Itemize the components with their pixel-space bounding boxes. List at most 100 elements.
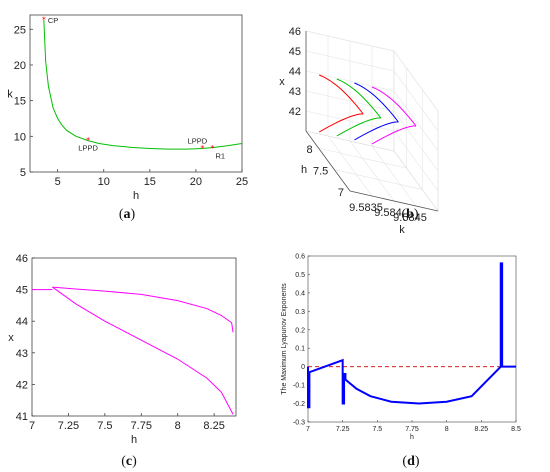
x-tick-label-c: 7.5	[97, 420, 112, 432]
h-tick-label-b: 8	[306, 144, 312, 156]
h-grid-b	[334, 89, 423, 190]
h-grid-b	[318, 68, 407, 169]
y-tick-label-c: 42	[16, 379, 28, 391]
axes-box-c	[31, 257, 237, 417]
x-tick-label-c: 7	[29, 420, 35, 432]
caption-d: (d)	[402, 454, 419, 469]
k-axis-line-b	[349, 190, 439, 212]
y-tick-label-a: 20	[14, 60, 26, 72]
k-grid-b	[371, 46, 417, 207]
y-axis-label-c: x	[8, 332, 14, 344]
y-tick-label-a: 25	[14, 24, 26, 36]
k-tick-label-b: 9.584	[374, 207, 402, 219]
k-grid-b	[349, 41, 395, 202]
x-tick-label-c: 8	[175, 420, 181, 432]
x-tick-label-c: 7.25	[58, 420, 79, 432]
h-axis-label-b: h	[301, 164, 307, 176]
y-tick-label-d: 0.1	[295, 346, 305, 353]
x-tick-label-a: 10	[98, 176, 110, 188]
z-tick-label-b: 43	[289, 86, 301, 98]
x-tick-label-a: 15	[144, 176, 156, 188]
x-tick-label-c: 8.25	[203, 420, 224, 432]
y-tick-label-a: 15	[14, 96, 26, 108]
y-axis-label-d: The Maximum Lyapunov Exponents	[281, 283, 288, 395]
x-tick-label-d: 7.25	[336, 426, 350, 433]
lyapunov-curve-d	[307, 262, 516, 409]
x-tick-label-d: 8	[445, 426, 449, 433]
caption-c: (c)	[121, 454, 137, 469]
x-tick-label-c: 7.75	[131, 420, 152, 432]
z-grid-b	[305, 90, 439, 172]
x-tick-label-a: 20	[190, 176, 202, 188]
curve-upper-b	[354, 82, 399, 123]
x-tick-label-d: 7	[306, 426, 310, 433]
caption-a: (a)	[119, 207, 136, 222]
z-grid-b	[305, 110, 439, 192]
curve-lower-b	[318, 113, 364, 133]
x-tick-label-d: 8.5	[511, 426, 521, 433]
x-tick-label-a: 25	[236, 176, 248, 188]
x-tick-label-d: 7.5	[372, 426, 382, 433]
y-tick-label-c: 41	[16, 411, 28, 423]
h-axis-line-b	[305, 130, 351, 192]
z-grid-b	[305, 70, 439, 152]
special-point-label-a: CP	[48, 16, 58, 25]
z-tick-label-b: 44	[289, 66, 301, 78]
y-tick-label-d: 0.5	[295, 272, 305, 279]
curve-a	[43, 19, 243, 150]
y-tick-label-d: 0	[301, 364, 305, 371]
z-tick-label-b: 46	[289, 26, 301, 38]
curve-upper-b	[371, 86, 417, 127]
special-point-label-a: LPPD	[78, 144, 98, 153]
y-axis-label-a: k	[7, 89, 13, 101]
special-point-marker-a: *	[42, 15, 46, 24]
z-tick-label-b: 45	[289, 46, 301, 58]
y-tick-label-a: 10	[14, 131, 26, 143]
panel-c-chart: 7 7.25 7.5 7.75 8 8.25 41 42 43 44 45 46 h x	[8, 253, 237, 446]
y-tick-label-c: 46	[16, 253, 28, 265]
axes-box-a	[29, 14, 243, 173]
k-axis-label-b: k	[399, 224, 405, 236]
x-axis-label-c: h	[131, 434, 137, 446]
y-tick-label-d: -0.1	[293, 383, 305, 390]
curve-lower-b	[336, 117, 381, 137]
y-tick-label-a: 5	[20, 167, 26, 179]
z-axis-label-b: x	[279, 76, 285, 88]
curve-upper-b	[319, 74, 364, 115]
curve-c	[52, 286, 234, 333]
z-tick-label-b: 42	[289, 106, 301, 118]
x-tick-label-a: 5	[55, 176, 61, 188]
y-tick-label-c: 45	[16, 285, 28, 297]
k-grid-b	[327, 36, 373, 197]
y-tick-label-d: 0.4	[295, 290, 305, 297]
y-tick-label-d: 0.3	[295, 309, 305, 316]
special-point-marker-a: *	[211, 144, 215, 153]
k-tick-label-b: 9.5845	[393, 212, 427, 224]
panel-d-chart: 7 7.25 7.5 7.75 8 8.25 8.5 -0.3 -0.2 -0.1 0 0.1 0.2 0…	[281, 254, 521, 442]
special-point-marker-a: *	[86, 136, 90, 145]
special-point-label-a: R1	[216, 151, 226, 160]
h-tick-label-b: 7	[338, 187, 344, 199]
curve-lower-b	[354, 121, 399, 141]
y-tick-label-c: 43	[16, 348, 28, 360]
h-tick-label-b: 7.5	[313, 166, 328, 178]
curve-c	[52, 286, 234, 415]
y-tick-label-d: -0.2	[293, 401, 305, 408]
axes-box-d	[307, 255, 517, 423]
z-grid-b	[305, 50, 439, 132]
curve-lower-b	[371, 125, 417, 145]
x-axis-label-d: h	[410, 434, 414, 441]
y-tick-label-c: 44	[16, 316, 28, 328]
side-pane-b	[393, 50, 439, 212]
y-tick-label-d: 0.2	[295, 327, 305, 334]
y-tick-label-d: 0.6	[295, 254, 305, 261]
z-grid-b	[305, 30, 439, 112]
k-tick-label-b: 9.5835	[349, 202, 383, 214]
x-tick-label-d: 8.25	[475, 426, 489, 433]
y-tick-label-d: -0.3	[293, 420, 305, 427]
caption-b: (b)	[401, 207, 418, 222]
special-point-marker-a: *	[200, 144, 204, 153]
